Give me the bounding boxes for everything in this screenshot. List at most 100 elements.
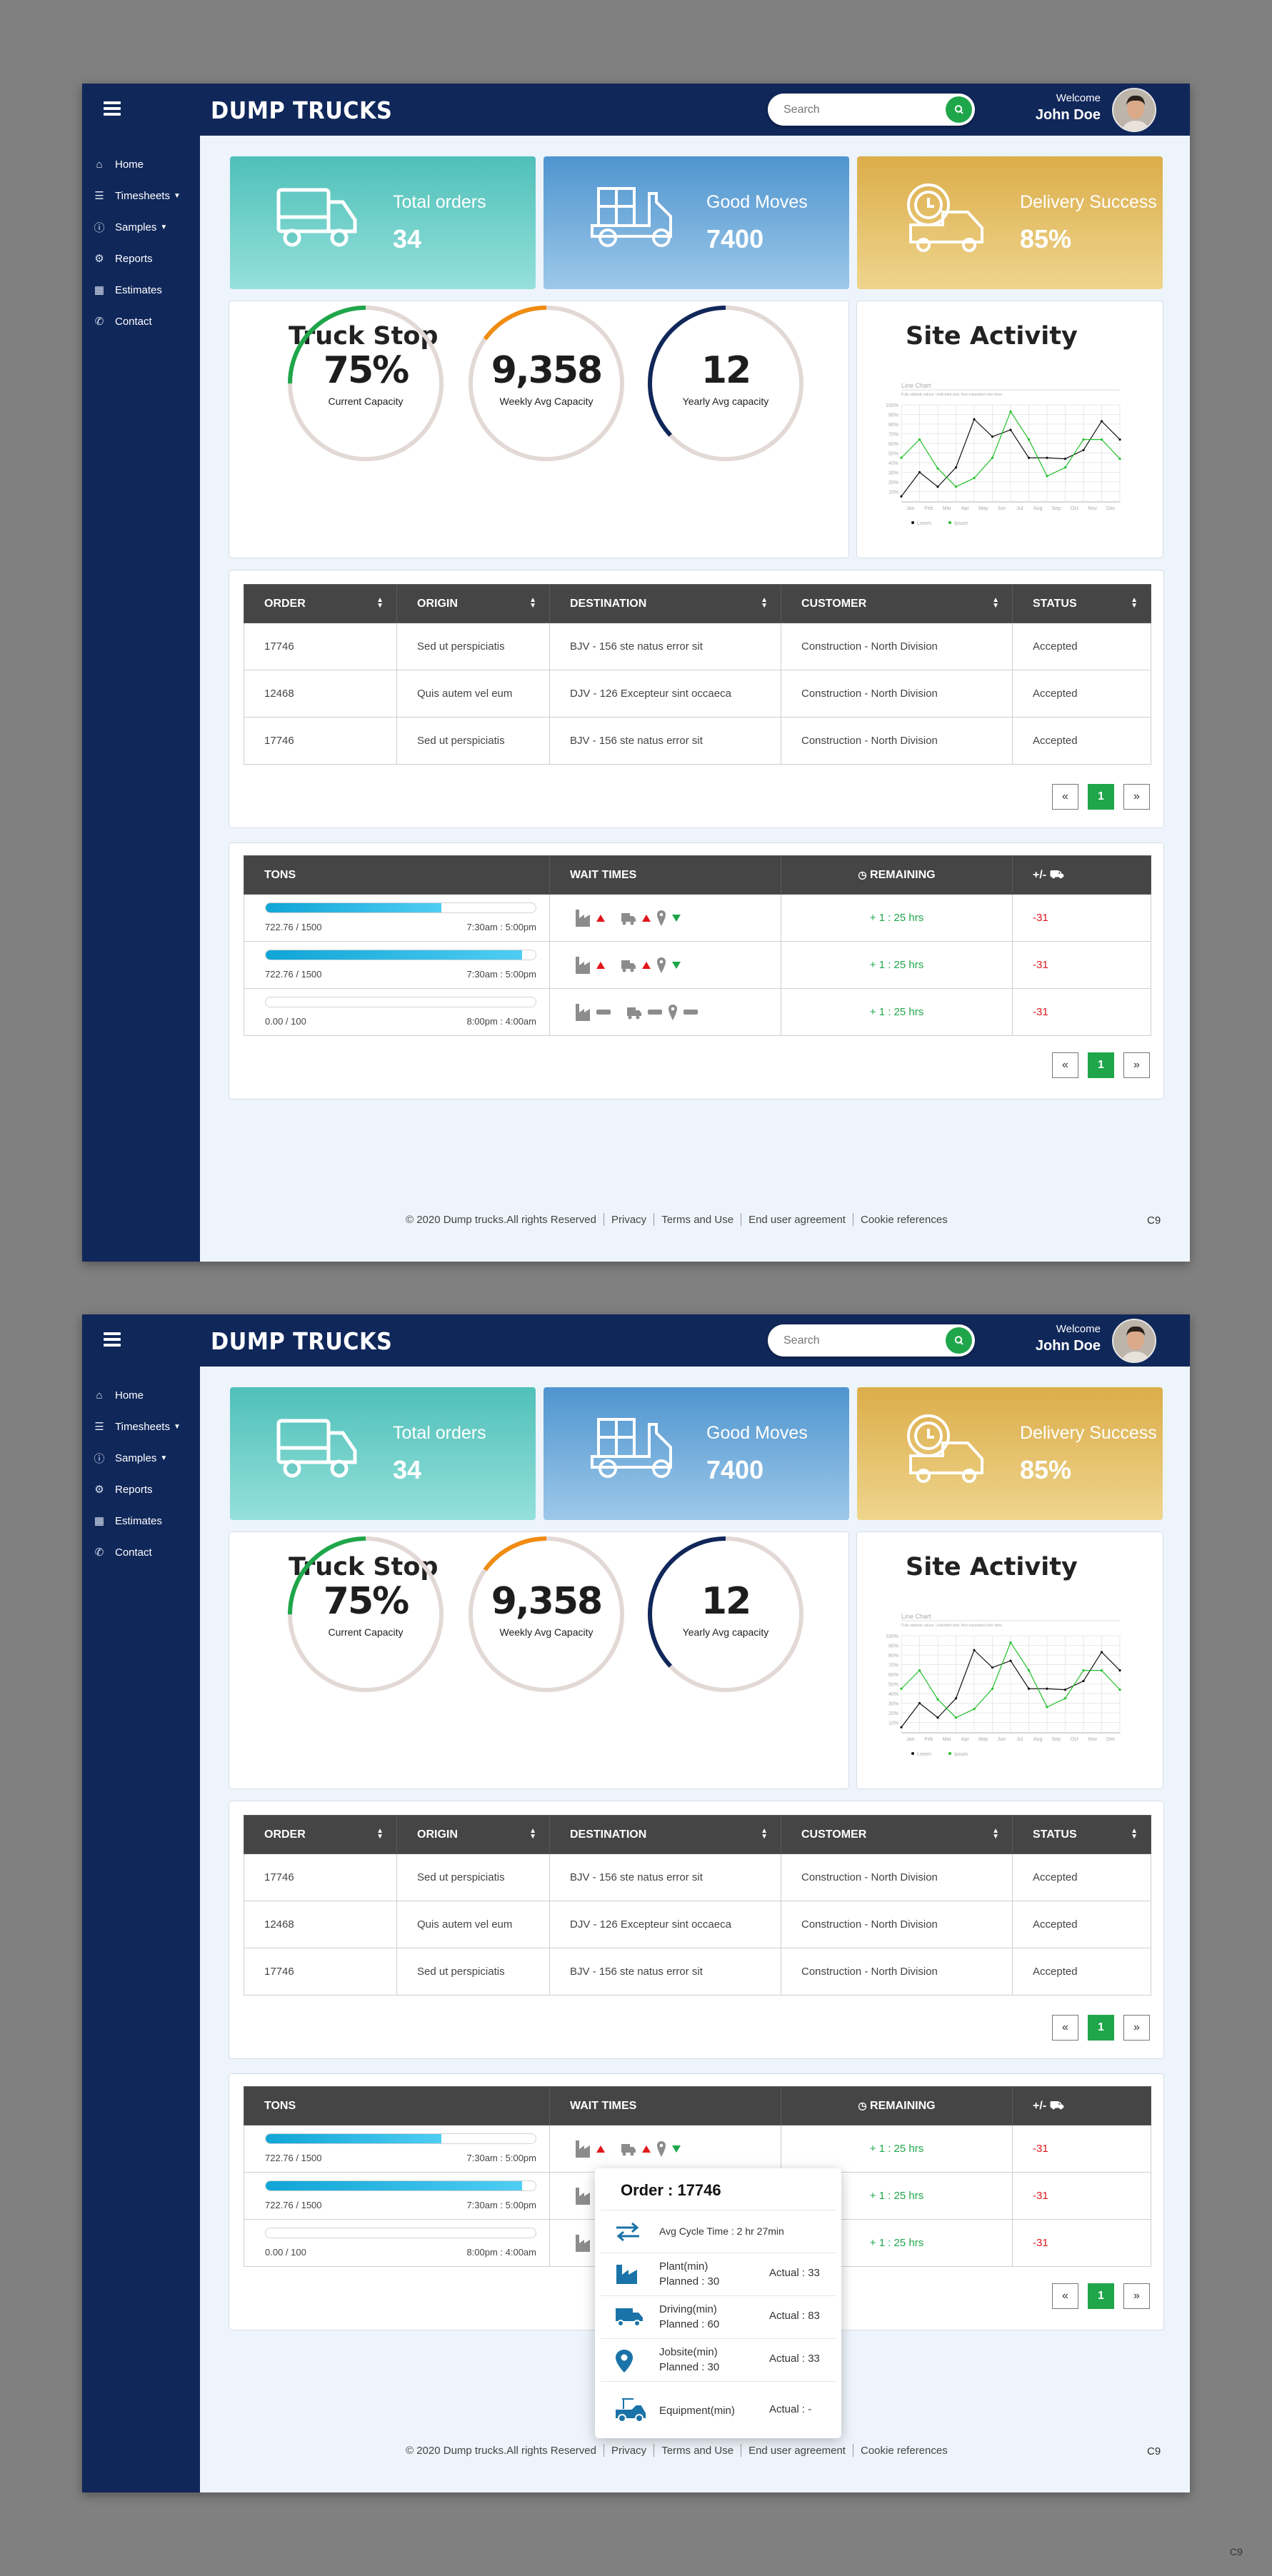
table-row[interactable]: 17746 Sed ut perspiciatis BJV - 156 ste na… [244, 1948, 1151, 1996]
next-page-button[interactable]: » [1123, 2015, 1150, 2041]
sidebar-item-timesheets[interactable]: ☰ Timesheets ▼ [82, 1416, 200, 1437]
sidebar-item-contact[interactable]: ✆ Contact [82, 1541, 200, 1563]
page-1-button[interactable]: 1 [1088, 2283, 1114, 2309]
column-header-remaining[interactable]: ◷ REMAINING [781, 2086, 1013, 2125]
wait-times-cell[interactable] [549, 941, 781, 989]
column-header-customer[interactable]: CUSTOMER ▲ ▼ [781, 584, 1013, 623]
footer-link[interactable]: Cookie references [860, 1213, 948, 1226]
table-row[interactable]: 722.76 / 1500 7:30am : 5:00pm + 1 : 25 h… [244, 2125, 1151, 2173]
table-row[interactable]: 17746 Sed ut perspiciatis BJV - 156 ste na… [244, 717, 1151, 765]
table-header-row: TONS WAIT TIMES ◷ REMAINING +/- ⛟ [244, 2086, 1151, 2125]
column-label: DESTINATION [570, 597, 647, 610]
sort-icon[interactable]: ▲ ▼ [529, 596, 536, 610]
sort-icon[interactable]: ▲ ▼ [376, 1827, 384, 1841]
stat-card-good-moves[interactable]: Good Moves 7400 [544, 156, 849, 289]
column-header-wait-times[interactable]: WAIT TIMES [549, 855, 781, 895]
sort-icon[interactable]: ▲ ▼ [1131, 596, 1138, 610]
sidebar-item-reports[interactable]: ⚙ Reports [82, 248, 200, 269]
prev-page-button[interactable]: « [1052, 2015, 1078, 2041]
column-header-remaining[interactable]: ◷ REMAINING [781, 855, 1013, 895]
column-header-tons[interactable]: TONS [244, 855, 550, 895]
data-point [1100, 1651, 1103, 1654]
prev-page-button[interactable]: « [1052, 1052, 1078, 1078]
sidebar-item-samples[interactable]: ⓘ Samples ▼ [82, 1447, 200, 1469]
column-header-difference[interactable]: +/- ⛟ [1012, 2086, 1151, 2125]
sidebar-item-home[interactable]: ⌂ Home [82, 1384, 200, 1406]
table-row[interactable]: 12468 Quis autem vel eum DJV - 126 Excepte… [244, 1901, 1151, 1948]
stat-label: Good Moves [706, 192, 808, 212]
sort-icon[interactable]: ▲ ▼ [529, 1827, 536, 1841]
page-1-button[interactable]: 1 [1088, 2015, 1114, 2041]
sort-icon[interactable]: ▲ ▼ [992, 596, 999, 610]
stat-card-delivery-success[interactable]: Delivery Success 85% [857, 1387, 1163, 1520]
table-cell: Accepted [1012, 1901, 1151, 1948]
column-header-status[interactable]: STATUS ▲ ▼ [1012, 1815, 1151, 1854]
metric-name: Equipment(min) [659, 2405, 735, 2417]
column-header-status[interactable]: STATUS ▲ ▼ [1012, 584, 1151, 623]
user-name[interactable]: John Doe [1035, 107, 1101, 123]
search-button[interactable] [946, 1327, 972, 1354]
avatar[interactable] [1112, 88, 1156, 132]
stat-card-total-orders[interactable]: Total orders 34 [230, 156, 536, 289]
sidebar-item-samples[interactable]: ⓘ Samples ▼ [82, 216, 200, 238]
next-page-button[interactable]: » [1123, 2283, 1150, 2309]
footer-link[interactable]: End user agreement [748, 2444, 846, 2457]
table-row[interactable]: 722.76 / 1500 7:30am : 5:00pm + 1 : 25 h… [244, 941, 1151, 989]
sort-icon[interactable]: ▲ ▼ [1131, 1827, 1138, 1841]
column-header-wait-times[interactable]: WAIT TIMES [549, 2086, 781, 2125]
next-page-button[interactable]: » [1123, 784, 1150, 810]
table-row[interactable]: 0.00 / 100 8:00pm : 4:00am + 1 : 25 hrs … [244, 988, 1151, 1036]
sidebar-item-reports[interactable]: ⚙ Reports [82, 1479, 200, 1500]
column-header-order[interactable]: ORDER ▲ ▼ [244, 584, 397, 623]
footer-link[interactable]: Terms and Use [661, 1213, 734, 1226]
stat-card-delivery-success[interactable]: Delivery Success 85% [857, 156, 1163, 289]
stat-card-good-moves[interactable]: Good Moves 7400 [544, 1387, 849, 1520]
page-1-button[interactable]: 1 [1088, 784, 1114, 810]
table-row[interactable]: 722.76 / 1500 7:30am : 5:00pm + 1 : 25 h… [244, 894, 1151, 942]
sidebar-item-estimates[interactable]: ▦ Estimates [82, 279, 200, 301]
footer-link[interactable]: Terms and Use [661, 2444, 734, 2457]
footer-link[interactable]: Cookie references [860, 2444, 948, 2457]
sidebar-item-timesheets[interactable]: ☰ Timesheets ▼ [82, 185, 200, 206]
sidebar-item-estimates[interactable]: ▦ Estimates [82, 1510, 200, 1531]
legend-label: Lorem [917, 521, 931, 526]
prev-page-button[interactable]: « [1052, 2283, 1078, 2309]
sidebar-item-contact[interactable]: ✆ Contact [82, 311, 200, 332]
sort-icon[interactable]: ▲ ▼ [761, 596, 768, 610]
column-header-origin[interactable]: ORIGIN ▲ ▼ [396, 584, 550, 623]
table-row[interactable]: 17746 Sed ut perspiciatis BJV - 156 ste na… [244, 1853, 1151, 1901]
column-header-destination[interactable]: DESTINATION ▲ ▼ [549, 584, 781, 623]
menu-icon[interactable] [104, 1332, 121, 1347]
table-row[interactable]: 17746 Sed ut perspiciatis BJV - 156 ste na… [244, 623, 1151, 670]
column-header-tons[interactable]: TONS [244, 2086, 550, 2125]
prev-page-button[interactable]: « [1052, 784, 1078, 810]
avatar[interactable] [1112, 1319, 1156, 1363]
search-button[interactable] [946, 96, 972, 123]
column-header-destination[interactable]: DESTINATION ▲ ▼ [549, 1815, 781, 1854]
sidebar-item-home[interactable]: ⌂ Home [82, 154, 200, 175]
sort-icon[interactable]: ▲ ▼ [376, 596, 384, 610]
page-1-button[interactable]: 1 [1088, 1052, 1114, 1078]
column-header-customer[interactable]: CUSTOMER ▲ ▼ [781, 1815, 1013, 1854]
table-row[interactable]: 12468 Quis autem vel eum DJV - 126 Excepte… [244, 670, 1151, 718]
user-name[interactable]: John Doe [1035, 1338, 1101, 1354]
sort-icon[interactable]: ▲ ▼ [761, 1827, 768, 1841]
search-input[interactable] [783, 101, 926, 119]
stat-card-total-orders[interactable]: Total orders 34 [230, 1387, 536, 1520]
column-header-origin[interactable]: ORIGIN ▲ ▼ [396, 1815, 550, 1854]
popup-row-equipment: Equipment(min) Actual : - [601, 2381, 836, 2438]
sort-icon[interactable]: ▲ ▼ [992, 1827, 999, 1841]
menu-icon[interactable] [104, 101, 121, 116]
footer-link[interactable]: Privacy [611, 2444, 647, 2457]
wait-times-cell[interactable] [549, 988, 781, 1036]
chart-title: Line Chart [901, 1613, 931, 1620]
footer-link[interactable]: Privacy [611, 1213, 647, 1226]
next-page-button[interactable]: » [1123, 1052, 1150, 1078]
footer-link[interactable]: End user agreement [748, 1213, 846, 1226]
legend-label: Ipsum [954, 1752, 968, 1757]
wait-times-cell[interactable] [549, 894, 781, 942]
wait-times-cell[interactable] [549, 2125, 781, 2173]
search-input[interactable] [783, 1332, 926, 1349]
column-header-difference[interactable]: +/- ⛟ [1012, 855, 1151, 895]
column-header-order[interactable]: ORDER ▲ ▼ [244, 1815, 397, 1854]
